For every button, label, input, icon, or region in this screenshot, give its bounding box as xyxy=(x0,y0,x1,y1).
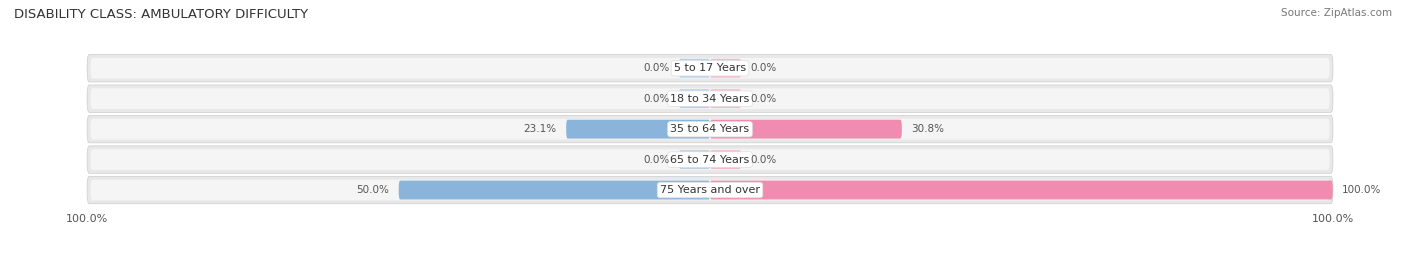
FancyBboxPatch shape xyxy=(87,176,1333,204)
FancyBboxPatch shape xyxy=(710,180,1333,200)
Text: 100.0%: 100.0% xyxy=(1343,185,1382,195)
Text: DISABILITY CLASS: AMBULATORY DIFFICULTY: DISABILITY CLASS: AMBULATORY DIFFICULTY xyxy=(14,8,308,21)
Text: 65 to 74 Years: 65 to 74 Years xyxy=(671,155,749,165)
FancyBboxPatch shape xyxy=(90,58,1330,79)
FancyBboxPatch shape xyxy=(90,119,1330,139)
FancyBboxPatch shape xyxy=(399,180,710,200)
FancyBboxPatch shape xyxy=(90,149,1330,170)
Text: Source: ZipAtlas.com: Source: ZipAtlas.com xyxy=(1281,8,1392,18)
FancyBboxPatch shape xyxy=(87,55,1333,82)
Text: 50.0%: 50.0% xyxy=(357,185,389,195)
Text: 0.0%: 0.0% xyxy=(751,155,776,165)
Text: 0.0%: 0.0% xyxy=(644,63,669,73)
Text: 0.0%: 0.0% xyxy=(644,155,669,165)
Text: 5 to 17 Years: 5 to 17 Years xyxy=(673,63,747,73)
FancyBboxPatch shape xyxy=(87,85,1333,112)
Text: 0.0%: 0.0% xyxy=(751,63,776,73)
Text: 0.0%: 0.0% xyxy=(644,94,669,104)
Text: 30.8%: 30.8% xyxy=(911,124,945,134)
FancyBboxPatch shape xyxy=(90,88,1330,109)
Text: 75 Years and over: 75 Years and over xyxy=(659,185,761,195)
FancyBboxPatch shape xyxy=(87,146,1333,173)
Text: 18 to 34 Years: 18 to 34 Years xyxy=(671,94,749,104)
FancyBboxPatch shape xyxy=(90,180,1330,200)
FancyBboxPatch shape xyxy=(679,89,710,108)
Text: 0.0%: 0.0% xyxy=(751,94,776,104)
Text: 35 to 64 Years: 35 to 64 Years xyxy=(671,124,749,134)
FancyBboxPatch shape xyxy=(679,150,710,169)
Text: 23.1%: 23.1% xyxy=(523,124,557,134)
FancyBboxPatch shape xyxy=(710,89,741,108)
FancyBboxPatch shape xyxy=(567,120,710,139)
FancyBboxPatch shape xyxy=(710,150,741,169)
FancyBboxPatch shape xyxy=(87,115,1333,143)
FancyBboxPatch shape xyxy=(710,59,741,78)
FancyBboxPatch shape xyxy=(679,59,710,78)
FancyBboxPatch shape xyxy=(710,120,901,139)
